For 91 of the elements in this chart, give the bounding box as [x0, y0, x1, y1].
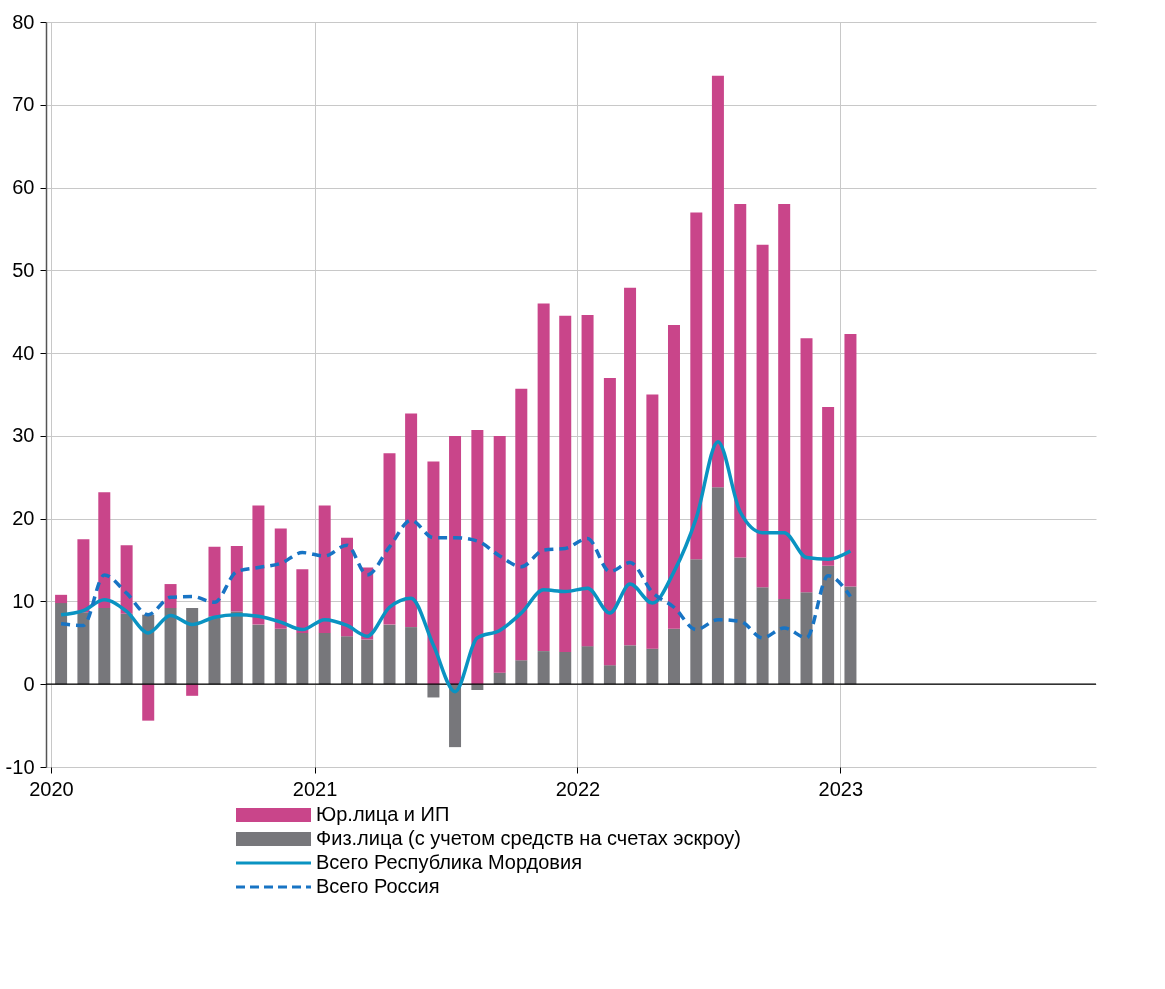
bar — [55, 594, 68, 604]
bar — [361, 639, 374, 685]
legend-label: Физ.лица (с учетом средств на счетах эскроу) — [316, 827, 741, 849]
bar — [383, 624, 396, 685]
bar — [55, 603, 68, 685]
bar — [844, 586, 857, 685]
bar — [164, 608, 177, 685]
y-tick-label: 70 — [12, 93, 35, 116]
bar — [800, 338, 813, 593]
bar — [537, 303, 550, 652]
bar — [383, 453, 396, 625]
x-tick-label: 2023 — [818, 777, 864, 800]
bar — [493, 672, 506, 685]
legend-label: Всего Республика Мордовия — [316, 851, 582, 873]
bar — [581, 646, 594, 685]
y-tick-label: 80 — [12, 10, 35, 33]
bar — [77, 612, 90, 685]
bar — [624, 645, 637, 685]
bar — [603, 665, 616, 685]
bar — [515, 660, 528, 685]
bar — [559, 315, 572, 652]
bar — [405, 413, 418, 628]
bar — [341, 636, 354, 685]
bar — [778, 598, 791, 685]
bar — [252, 624, 265, 685]
bar — [667, 324, 680, 629]
y-tick-label: 50 — [12, 258, 35, 281]
bar — [449, 435, 462, 685]
bar — [427, 684, 440, 698]
bar — [296, 569, 309, 633]
bar — [493, 435, 506, 673]
line-series — [59, 518, 853, 640]
bar — [756, 244, 769, 588]
y-tick-label: 60 — [12, 176, 35, 199]
bar — [778, 204, 791, 599]
bar — [208, 546, 221, 617]
bar — [581, 315, 594, 647]
x-tick-label: 2020 — [29, 777, 74, 800]
bar — [318, 632, 331, 685]
bar — [230, 545, 243, 612]
bar — [186, 684, 199, 696]
line-series — [59, 439, 853, 694]
bar — [822, 406, 835, 566]
bar — [341, 537, 354, 637]
y-tick-label: 10 — [12, 589, 35, 612]
bar — [120, 613, 133, 685]
bar — [711, 75, 724, 488]
bar — [120, 545, 133, 614]
bar — [844, 334, 857, 587]
bar — [98, 608, 111, 685]
bar — [537, 651, 550, 685]
y-tick-label: -10 — [5, 755, 35, 778]
bar — [208, 616, 221, 685]
bar — [734, 557, 747, 685]
y-tick-label: 20 — [12, 507, 35, 530]
bar — [318, 505, 331, 633]
bar — [77, 539, 90, 613]
bar — [296, 632, 309, 685]
bar — [756, 587, 769, 685]
bar — [515, 388, 528, 661]
bar — [667, 628, 680, 685]
bar — [646, 648, 659, 685]
y-tick-label: 0 — [23, 672, 35, 695]
bar — [230, 611, 243, 685]
bar — [690, 212, 703, 560]
bar — [142, 684, 155, 721]
bar — [690, 559, 703, 685]
bar — [734, 204, 747, 558]
bar — [274, 628, 287, 685]
y-tick-label: 30 — [12, 424, 35, 447]
bar — [624, 287, 637, 646]
legend-label: Всего Россия — [316, 875, 440, 897]
bar — [274, 528, 287, 629]
legend-label: Юр.лица и ИП — [316, 803, 450, 825]
bar — [98, 492, 111, 609]
bar — [471, 430, 484, 685]
bar — [142, 614, 155, 685]
bar — [252, 505, 265, 625]
bar — [559, 651, 572, 685]
bar — [186, 608, 199, 685]
x-tick-label: 2022 — [555, 777, 601, 800]
bar — [427, 461, 440, 685]
bar — [646, 394, 659, 649]
bar — [711, 487, 724, 685]
x-tick-label: 2021 — [292, 777, 338, 800]
y-tick-label: 40 — [12, 341, 35, 364]
bar — [405, 627, 418, 685]
bar — [603, 377, 616, 666]
bar — [800, 592, 813, 685]
bar — [449, 684, 462, 748]
bar — [822, 565, 835, 685]
